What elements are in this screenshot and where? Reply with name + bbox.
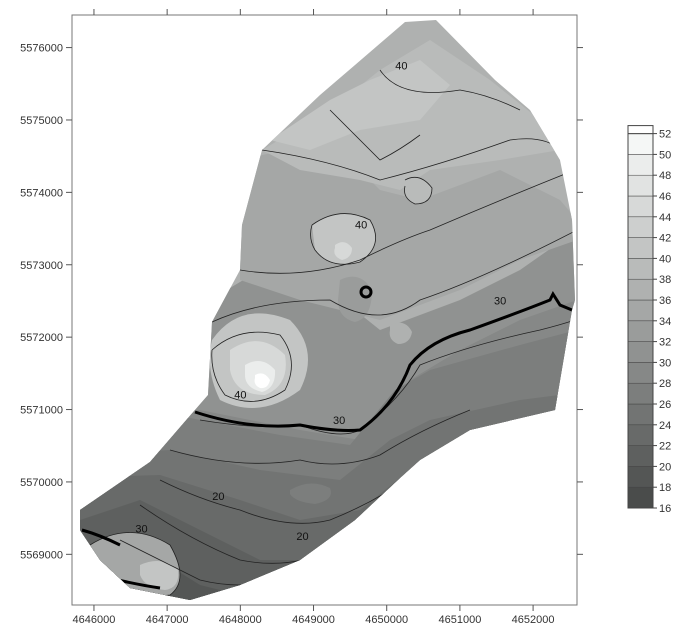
contour-spot (334, 242, 352, 260)
contour-spot (290, 483, 331, 504)
legend-swatch (627, 382, 654, 405)
contour-spot (389, 322, 412, 344)
legend-label: 40 (659, 253, 671, 265)
contour-label: 20 (296, 531, 308, 543)
contour-line (261, 138, 561, 181)
y-tick-label: 5571000 (20, 405, 63, 417)
x-tick-label: 4651000 (438, 614, 481, 626)
contour-label: 20 (212, 491, 224, 503)
legend-swatch (627, 258, 654, 280)
legend-label: 24 (659, 420, 671, 432)
y-tick-label: 5569000 (20, 549, 63, 561)
contour-label: 30 (333, 415, 345, 427)
x-tick-label: 4649000 (292, 614, 335, 626)
contour-line (169, 409, 471, 465)
contour-line (310, 213, 377, 265)
legend-label: 22 (659, 441, 671, 453)
legend-label: 36 (659, 295, 671, 307)
legend-swatch (627, 341, 654, 363)
legend-swatch (627, 486, 654, 509)
contour-label: 40 (355, 220, 367, 232)
x-tick-label: 4646000 (73, 614, 116, 626)
legend-swatch (627, 466, 654, 488)
y-tick-label: 5575000 (20, 115, 63, 127)
contour-label: 30 (135, 524, 147, 536)
legend-label: 46 (659, 191, 671, 203)
y-tick-label: 5570000 (20, 477, 63, 489)
contour-line (211, 229, 575, 323)
legend-label: 52 (659, 129, 671, 141)
y-tick-label: 5572000 (20, 332, 63, 344)
legend-swatch (627, 216, 654, 238)
legend-swatch (627, 424, 654, 446)
contour-line (329, 109, 421, 161)
legend-label: 30 (659, 357, 671, 369)
legend-swatch (627, 195, 654, 218)
legend-swatch (627, 154, 654, 176)
contour-line-30 (81, 528, 121, 547)
legend-label: 32 (659, 337, 671, 349)
legend-swatch (627, 174, 654, 197)
y-tick-label: 5576000 (20, 43, 63, 55)
legend-swatch (627, 299, 654, 322)
y-tick-label: 5574000 (20, 187, 63, 199)
legend-swatch (627, 403, 654, 426)
legend-label: 18 (659, 482, 671, 494)
legend-label: 28 (659, 378, 671, 390)
legend-label: 50 (659, 149, 671, 161)
legend-cap (627, 125, 654, 135)
contour-spot (404, 177, 432, 204)
contour-band (270, 60, 450, 150)
contour-label: 30 (494, 296, 506, 308)
contour-line (159, 469, 421, 524)
legend-label: 38 (659, 274, 671, 286)
x-tick-label: 4650000 (365, 614, 408, 626)
x-tick-label: 4652000 (512, 614, 555, 626)
legend-label: 20 (659, 461, 671, 473)
axis-ticks: 4646000 4647000 4648000 4649000 4650000 46510… (20, 9, 583, 626)
y-tick-label: 5573000 (20, 260, 63, 272)
legend-swatch (627, 320, 654, 342)
legend-swatch (627, 237, 654, 259)
x-tick-label: 4648000 (219, 614, 262, 626)
legend-label: 16 (659, 503, 671, 515)
contour-line (239, 169, 575, 274)
contour-spot (312, 213, 376, 265)
contour-line (404, 176, 433, 205)
x-tick-label: 4647000 (146, 614, 189, 626)
legend-label: 42 (659, 233, 671, 245)
contour-label: 40 (395, 60, 407, 72)
legend-swatch (627, 445, 654, 467)
legend-label: 34 (659, 316, 671, 328)
color-legend: 16 18 20 22 24 26 28 30 32 34 36 38 40 42 44 46 48 50 52 (627, 125, 671, 515)
contour-label: 40 (234, 390, 246, 402)
contour-line (379, 69, 521, 111)
legend-swatch (627, 362, 654, 384)
contour-line-30 (194, 290, 573, 432)
plot-frame (71, 14, 578, 606)
contour-band (240, 140, 575, 320)
contour-spot (254, 373, 270, 389)
legend-label: 26 (659, 399, 671, 411)
contour-line-30 (359, 285, 373, 299)
legend-swatch (627, 133, 654, 155)
contour-line (211, 331, 292, 402)
legend-label: 44 (659, 212, 671, 224)
contour-spot (140, 561, 179, 590)
legend-label: 48 (659, 170, 671, 182)
legend-swatch (627, 278, 654, 301)
